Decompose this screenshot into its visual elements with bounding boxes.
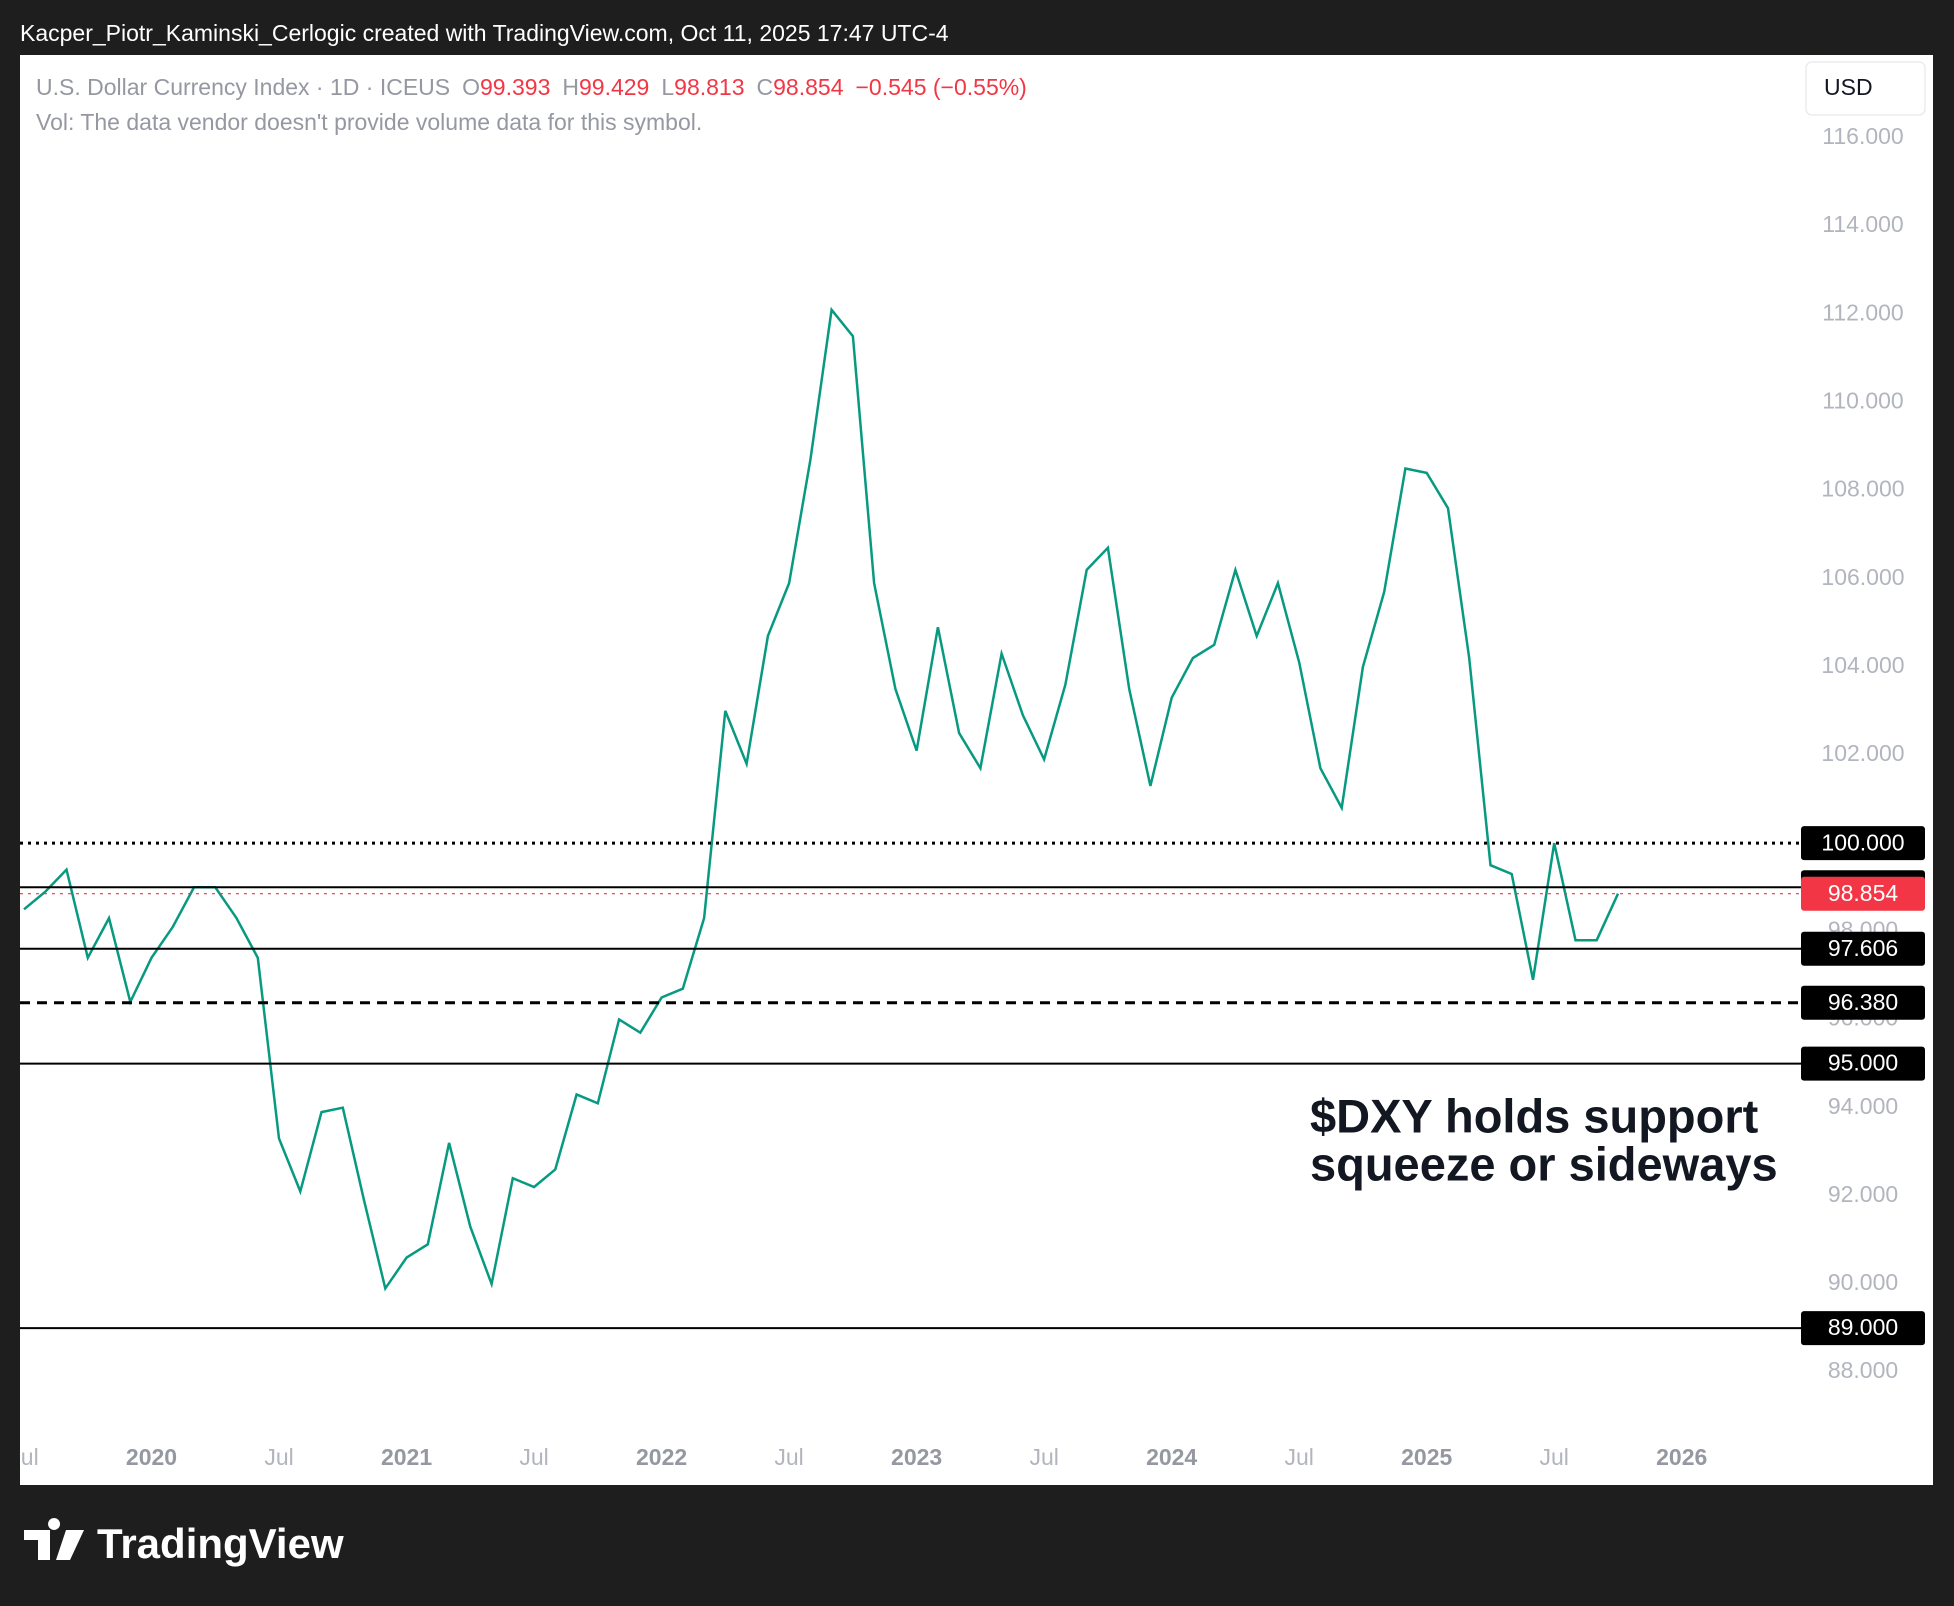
symbol: U.S. Dollar Currency Index · 1D · ICEUS — [36, 74, 450, 100]
level-label: 98.854 — [1828, 880, 1899, 906]
level-box — [1801, 1046, 1925, 1081]
y-tick-label: 94.000 — [1828, 1093, 1898, 1119]
level-label: 97.606 — [1828, 935, 1898, 961]
level-label: 96.380 — [1828, 989, 1898, 1015]
x-tick-label: 2025 — [1401, 1444, 1452, 1470]
plot-area: Jul 2020 Jul 2021 Jul 2022 Jul 2023 Jul 2024 Jul 20… — [9, 306, 1707, 1470]
ohlc-label: L — [661, 74, 674, 100]
x-tick-label: Jul — [9, 1444, 38, 1470]
level-box — [1801, 931, 1925, 966]
x-tick-label: 2020 — [126, 1444, 177, 1470]
annotation: $DXY holds support — [1310, 1089, 1759, 1142]
brand-name: TradingView — [97, 1520, 344, 1567]
ohlc-value: 98.813 — [674, 74, 744, 100]
x-tick-label: 2021 — [381, 1444, 432, 1470]
x-tick-label: Jul — [1284, 1444, 1313, 1470]
x-tick-label: Jul — [264, 1444, 293, 1470]
ohlc-value: 99.393 — [480, 74, 550, 100]
ohlc-label: C — [757, 74, 774, 100]
x-tick-label: 2024 — [1146, 1444, 1197, 1470]
level-box — [1801, 985, 1925, 1020]
x-tick-label: Jul — [519, 1444, 548, 1470]
y-tick-label: 106.000 — [1821, 564, 1904, 590]
y-tick-label: 110.000 — [1822, 387, 1903, 413]
y-tick-label: 102.000 — [1821, 740, 1904, 766]
x-tick-label: Jul — [1029, 1444, 1058, 1470]
overlay: U.S. Dollar Currency Index · 1D · ICEUS O… — [20, 61, 1926, 1383]
chart-panel — [20, 55, 1933, 1485]
level-box — [1801, 826, 1925, 861]
ohlc-value: 99.429 — [579, 74, 649, 100]
currency-button[interactable] — [1805, 61, 1926, 116]
annotation: squeeze or sideways — [1310, 1137, 1778, 1190]
change: −0.545 (−0.55%) — [856, 74, 1027, 100]
ohlc-label: H — [562, 74, 579, 100]
attribution: Kacper_Piotr_Kaminski_Cerlogic created w… — [20, 20, 949, 46]
x-tick-label: Jul — [774, 1444, 803, 1470]
y-tick-label: 116.000 — [1822, 123, 1903, 149]
y-tick-label: 88.000 — [1828, 1357, 1898, 1383]
level-label: 89.000 — [1828, 1314, 1898, 1340]
volume-note: Vol: The data vendor doesn't provide vol… — [36, 109, 702, 135]
level-box — [1801, 876, 1925, 911]
currency: USD — [1824, 74, 1873, 100]
level-label: 100.000 — [1821, 829, 1904, 855]
y-tick-label: 108.000 — [1821, 476, 1904, 502]
brand-logo — [24, 1518, 84, 1560]
price-line — [23, 306, 1620, 1292]
level-box — [1801, 1311, 1925, 1346]
y-tick-label: 104.000 — [1821, 652, 1904, 678]
y-tick-label: 114.000 — [1822, 211, 1903, 237]
x-tick-label: 2022 — [636, 1444, 687, 1470]
y-tick-label: 90.000 — [1828, 1269, 1898, 1295]
x-tick-label: Jul — [1540, 1444, 1569, 1470]
legend: U.S. Dollar Currency Index · 1D · ICEUS O… — [36, 74, 1027, 100]
brand: TradingView — [24, 1518, 344, 1567]
y-tick-label: 92.000 — [1828, 1181, 1898, 1207]
x-tick-label: 2026 — [1656, 1444, 1707, 1470]
level-label: 95.000 — [1828, 1050, 1898, 1076]
y-tick-label: 112.000 — [1822, 299, 1903, 325]
x-tick-label: 2023 — [891, 1444, 942, 1470]
ohlc-label: O — [462, 74, 480, 100]
ohlc-value: 98.854 — [773, 74, 844, 100]
